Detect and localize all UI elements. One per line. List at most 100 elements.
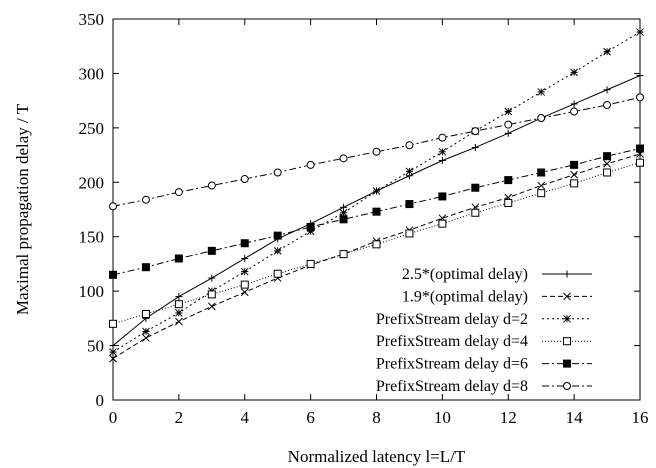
legend-label: PrefixStream delay d=4 <box>376 333 528 350</box>
data-point <box>570 170 578 179</box>
x-tick-label: 16 <box>632 408 649 427</box>
data-point <box>603 159 611 168</box>
data-point <box>240 267 249 276</box>
series-4 <box>109 158 644 328</box>
data-point <box>603 47 611 56</box>
data-point <box>603 152 612 161</box>
x-axis-label: Normalized latency l=L/T <box>288 447 466 466</box>
data-point <box>372 147 381 156</box>
data-point <box>603 86 611 94</box>
data-point <box>273 247 282 255</box>
data-point <box>109 348 117 356</box>
data-point <box>438 157 446 165</box>
data-point <box>306 259 315 268</box>
data-point <box>339 215 348 224</box>
data-point <box>142 327 150 336</box>
y-tick-label: 0 <box>96 391 105 410</box>
x-tick-label: 2 <box>175 408 184 427</box>
data-point <box>240 280 249 289</box>
data-point <box>504 107 513 116</box>
data-point <box>339 154 348 163</box>
data-point <box>372 207 381 216</box>
series-3 <box>109 28 644 356</box>
series-6 <box>109 93 644 211</box>
data-point <box>175 293 183 301</box>
axes: 0 2 4 6 8 10 12 14 16 0 50 100 150 200 250 300 350 <box>79 10 649 427</box>
data-point <box>405 167 414 176</box>
data-point <box>109 354 117 363</box>
data-point <box>208 274 216 282</box>
data-point <box>570 68 578 77</box>
data-point <box>207 302 216 311</box>
data-point <box>563 270 571 278</box>
data-point <box>372 187 381 195</box>
data-point <box>471 127 480 136</box>
legend-entry: 2.5*(optimal delay) <box>402 266 592 283</box>
y-axis-label: Maximal propagation delay / T <box>13 103 32 315</box>
data-point <box>504 120 513 129</box>
data-point <box>142 334 150 342</box>
data-point <box>563 292 571 301</box>
legend-label: PrefixStream delay d=2 <box>376 311 528 328</box>
y-tick-label: 50 <box>87 337 104 356</box>
data-point <box>438 192 447 201</box>
data-point <box>438 133 447 142</box>
legend-label: 1.9*(optimal delay) <box>402 288 528 305</box>
legend-entry: PrefixStream delay d=4 <box>376 333 592 350</box>
x-tick-label: 14 <box>566 408 584 427</box>
data-point <box>636 144 644 153</box>
data-point <box>240 239 249 248</box>
x-tick-label: 6 <box>306 408 315 427</box>
data-point <box>207 246 216 255</box>
series-line <box>112 162 641 325</box>
legend-label: PrefixStream delay d=6 <box>376 356 528 373</box>
data-point <box>471 143 479 151</box>
data-point <box>537 88 546 96</box>
data-point <box>175 309 183 317</box>
data-point <box>141 195 150 204</box>
data-point <box>109 270 117 279</box>
data-point <box>438 147 447 156</box>
data-point <box>504 129 512 137</box>
y-tick-label: 200 <box>79 173 105 192</box>
data-point <box>563 382 571 390</box>
data-point <box>537 189 546 198</box>
legend-label: PrefixStream delay d=8 <box>376 378 528 395</box>
legend-entry: PrefixStream delay d=2 <box>376 311 592 328</box>
y-tick-label: 300 <box>79 64 105 83</box>
legend-label: 2.5*(optimal delay) <box>402 266 528 283</box>
data-point <box>570 160 579 169</box>
data-point <box>174 254 183 263</box>
x-tick-label: 8 <box>372 408 381 427</box>
y-tick-label: 150 <box>79 228 105 247</box>
x-tick-label: 4 <box>241 408 250 427</box>
data-point <box>636 158 644 167</box>
legend: 2.5*(optimal delay) 1.9*(optimal delay) Pr… <box>376 266 592 395</box>
data-point <box>504 198 513 207</box>
data-point <box>207 181 216 190</box>
y-tick-label: 250 <box>79 119 105 138</box>
x-tick-label: 10 <box>434 408 451 427</box>
data-point <box>636 93 644 102</box>
data-point <box>207 290 216 299</box>
data-point <box>273 168 282 177</box>
data-point <box>405 200 414 209</box>
data-point <box>504 176 513 185</box>
data-point <box>273 231 282 240</box>
data-point <box>405 141 414 150</box>
legend-entry: PrefixStream delay d=6 <box>376 356 592 373</box>
data-point <box>405 229 414 238</box>
data-point <box>570 100 578 108</box>
data-point <box>141 263 150 272</box>
data-point <box>240 175 249 184</box>
x-tick-label: 12 <box>500 408 517 427</box>
data-point <box>438 219 447 228</box>
data-point <box>339 208 348 217</box>
data-point <box>570 107 579 116</box>
data-point <box>339 250 348 259</box>
data-point <box>636 28 644 36</box>
data-point <box>563 337 571 346</box>
data-point <box>603 100 612 109</box>
y-tick-label: 350 <box>79 10 105 29</box>
